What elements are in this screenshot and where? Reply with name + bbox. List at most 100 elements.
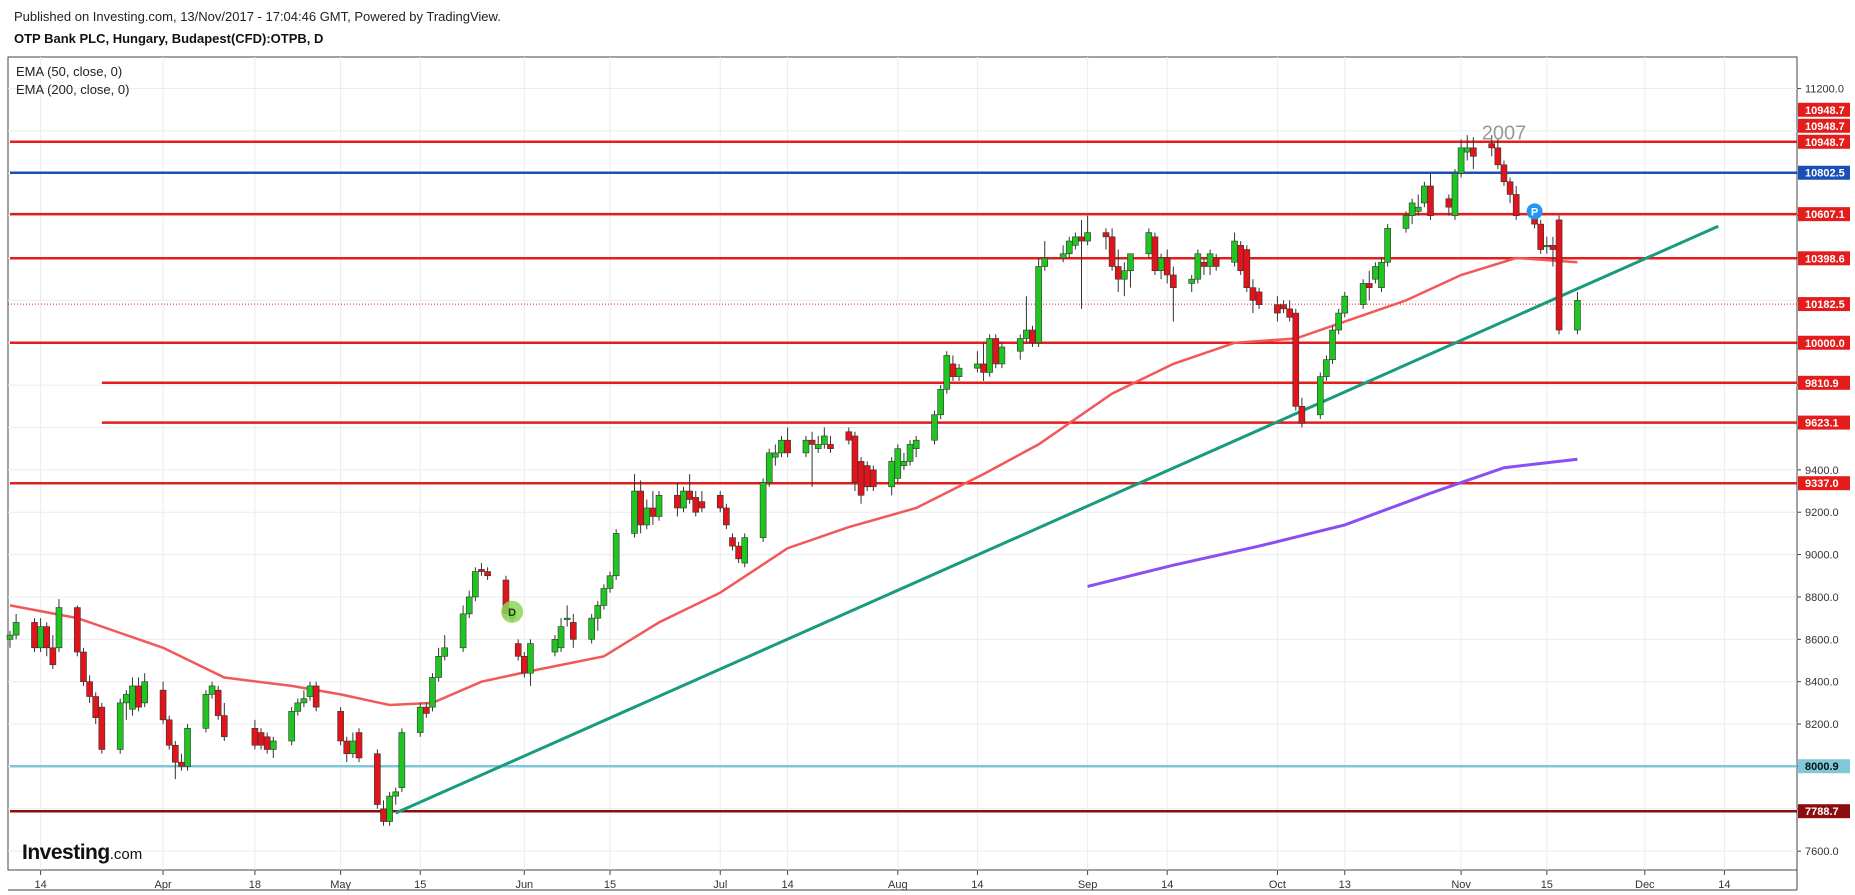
price-tag-label: 10607.1 [1805,209,1845,221]
x-tick-label: 13 [1339,879,1351,891]
candle-body [374,753,381,805]
candle-body [1402,215,1410,229]
candle-body [1335,312,1342,331]
annotation-marker [1526,203,1543,220]
candle-body [1543,245,1551,248]
candle-body [172,744,179,763]
price-tag-label: 10398.6 [1805,253,1845,265]
candle-body [1329,329,1336,360]
price-tag [1798,297,1850,312]
candle-body [6,634,14,640]
candle-body [643,507,651,526]
candle-body [1023,329,1030,339]
price-tag-label: 10948.7 [1805,137,1845,149]
candle-body [1170,274,1177,288]
candle-body [655,494,663,517]
candle-body [784,439,791,454]
candle-body [974,363,981,369]
candle-body [735,545,742,560]
candle-body [1231,240,1238,263]
candle-body [1237,245,1244,272]
candle-body [306,685,314,697]
candle-body [600,588,608,606]
candle-body [551,639,559,653]
candle-body [472,571,479,598]
candle-body [851,435,859,483]
candle-body [37,626,44,649]
candle-body [1206,253,1214,267]
x-tick-label: Apr [155,879,172,891]
candle-body [1537,223,1545,250]
x-tick-label: 14 [1718,879,1730,891]
investing-logo: Investing.com [22,841,142,865]
candle-body [208,685,216,695]
candle-body [1016,338,1024,352]
candle-body [631,490,638,534]
y-tick-label: 7600.0 [1805,846,1839,858]
candle-body [612,533,620,577]
candle-body [729,537,736,547]
candle-body [1316,376,1324,416]
logo-main: Investing [22,841,110,864]
candle-body [759,482,767,538]
candle-body [802,439,810,454]
candle-body [49,647,57,666]
candle-body [343,740,351,755]
published-info: Published on Investing.com, 13/Nov/2017 … [14,9,501,24]
candle-body [135,685,142,708]
trendline [395,224,1719,815]
x-tick-label: 14 [34,879,46,891]
annotation-marker-label: D [508,607,516,619]
x-tick-label: Dec [1635,879,1655,891]
candle-body [986,338,993,373]
candle-body [398,732,406,788]
candle-body [1298,406,1306,424]
candle-body [1151,236,1159,272]
candle-body [1084,232,1091,242]
candle-body [955,367,963,377]
candle-body [294,702,302,712]
x-tick-label: 18 [249,879,261,891]
y-tick-label: 8200.0 [1805,719,1839,731]
candle-body [992,338,1000,365]
candle-body [1255,291,1263,305]
annotation-marker-label: P [1531,206,1538,218]
candle-body [159,689,167,721]
candle-body [1280,304,1287,310]
price-tag [1798,207,1850,222]
candle-body [1378,261,1385,288]
candle-body [998,346,1006,365]
candle-body [765,452,773,483]
candle-body [1500,164,1508,183]
candle-body [74,607,81,653]
candle-body [1427,185,1434,216]
x-tick-label: Aug [888,879,908,891]
candle-body [1365,283,1373,288]
candle-body [594,605,602,619]
x-tick-label: Nov [1451,879,1471,891]
candle-body [1451,172,1459,216]
candle-body [943,355,951,390]
candle-body [202,694,210,729]
candle-body [1506,181,1514,195]
candle-body [870,469,877,488]
candle-body [686,490,693,500]
x-tick-label: 14 [781,879,793,891]
price-tag-label: 10948.7 [1805,121,1845,133]
candle-body [1414,206,1422,212]
candle-body [251,728,259,746]
candle-body [778,439,785,454]
x-tick-label: 14 [971,879,983,891]
candle-body [80,651,87,682]
candle-body [12,622,20,636]
x-tick-label: 14 [1161,879,1173,891]
price-tag [1798,335,1850,350]
candle-body [1323,359,1330,377]
candle-body [827,444,834,449]
candle-body [141,681,149,704]
candle-body [1488,143,1496,149]
candle-body [814,444,822,449]
candle-body [269,740,277,750]
candle-body [808,439,816,445]
